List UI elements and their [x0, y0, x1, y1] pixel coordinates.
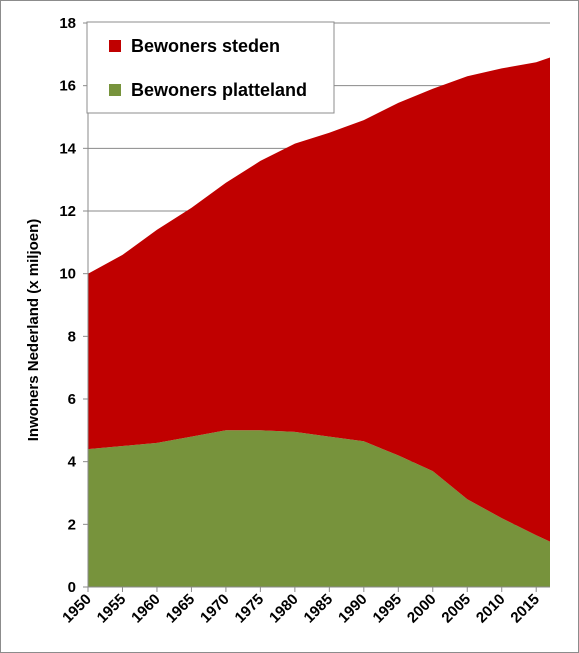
x-tick-label: 1990	[335, 591, 371, 627]
x-tick-label: 1970	[197, 591, 233, 627]
area-series-bewoners-steden	[88, 57, 550, 542]
axes	[83, 22, 550, 592]
y-tick-label: 14	[59, 140, 76, 157]
x-tick-label: 2005	[438, 591, 474, 627]
y-axis-label: Inwoners Nederland (x miljoen)	[25, 219, 42, 442]
legend-label-bewoners-steden: Bewoners steden	[131, 36, 280, 56]
legend-swatch-bewoners-platteland	[109, 84, 121, 96]
y-tick-label: 8	[68, 328, 76, 345]
y-tick-label: 4	[68, 454, 77, 471]
y-tick-label: 0	[68, 579, 76, 596]
y-tick-label: 18	[59, 15, 76, 32]
legend: Bewoners steden Bewoners platteland	[86, 21, 335, 114]
legend-swatch-bewoners-steden	[109, 40, 121, 52]
x-tick-label: 1955	[94, 591, 130, 627]
y-tick-label: 16	[59, 78, 76, 95]
legend-box	[86, 21, 335, 114]
x-tick-label: 1995	[370, 591, 406, 627]
legend-label-bewoners-platteland: Bewoners platteland	[131, 80, 307, 100]
y-tick-label: 6	[68, 391, 76, 408]
x-tick-label: 1950	[59, 591, 95, 627]
x-tick-label: 1980	[266, 591, 302, 627]
x-tick-label: 2000	[404, 591, 440, 627]
x-tick-label: 1960	[128, 591, 164, 627]
y-tick-label: 12	[59, 203, 76, 220]
x-tick-label: 2015	[507, 591, 543, 627]
y-tick-label: 2	[68, 516, 76, 533]
y-tick-labels: 0 2 4 6 8 10 12 14 16 18	[59, 15, 76, 596]
x-tick-label: 1985	[301, 591, 337, 627]
area-series-bewoners-platteland	[88, 430, 550, 587]
x-tick-label: 1965	[163, 591, 199, 627]
x-tick-label: 1975	[232, 591, 268, 627]
x-tick-labels: 1950195519601965197019751980198519901995…	[59, 591, 543, 627]
y-tick-label: 10	[59, 266, 76, 283]
plot-areas	[88, 57, 550, 587]
x-tick-label: 2010	[473, 591, 509, 627]
